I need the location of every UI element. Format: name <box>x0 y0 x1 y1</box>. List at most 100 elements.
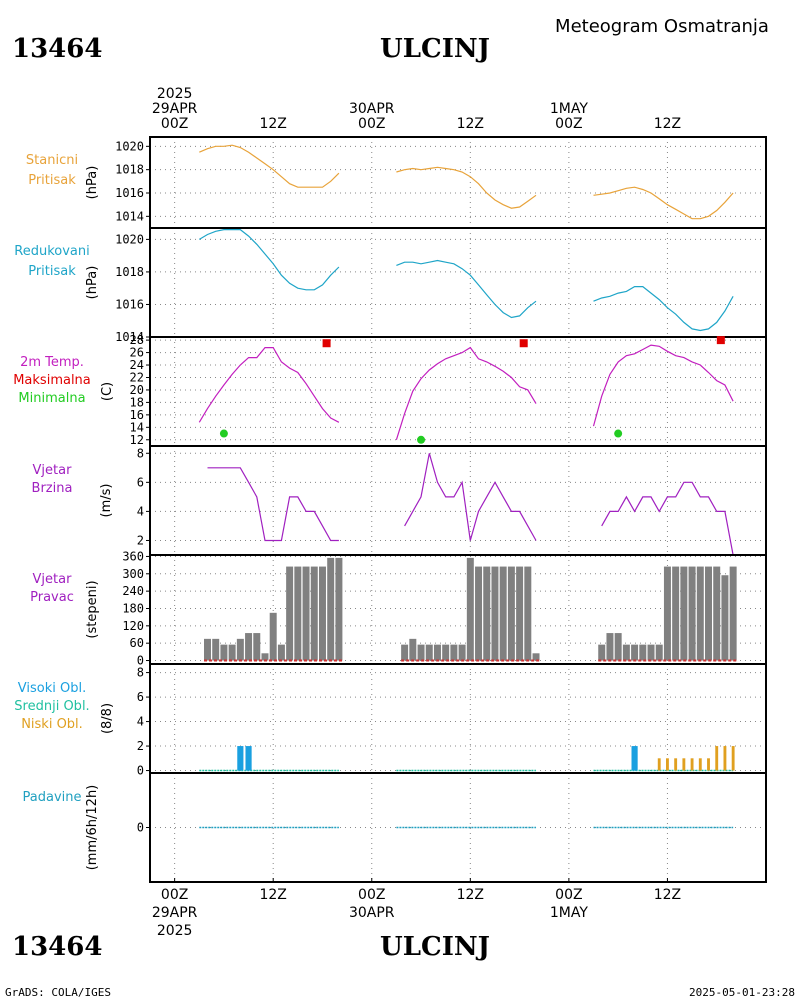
station-name-bottom: ULCINJ <box>380 932 490 962</box>
chart-title: Meteogram Osmatranja <box>555 16 769 37</box>
credit-text: GrADS: COLA/IGES <box>5 986 111 999</box>
y-tick-label: 0 <box>137 821 144 835</box>
y-tick-label: 1016 <box>115 297 144 311</box>
direction-bar <box>335 557 343 661</box>
series-line <box>207 467 339 542</box>
top-time-label: 12Z <box>457 116 484 132</box>
direction-bar <box>524 566 532 661</box>
direction-bar <box>639 644 647 661</box>
y-tick-label: 1016 <box>115 186 144 200</box>
low-cloud-bar <box>682 758 686 771</box>
direction-bar <box>622 644 630 661</box>
direction-bar <box>327 557 335 661</box>
station-name-top: ULCINJ <box>380 34 490 64</box>
panel-label: Brzina <box>32 481 73 496</box>
direction-bar <box>253 633 261 661</box>
y-axis-label: (stepeni) <box>85 580 100 638</box>
panel-label: Niski Obl. <box>21 717 83 732</box>
direction-bar <box>245 633 253 661</box>
panel-label: Pritisak <box>28 173 76 188</box>
y-tick-label: 8 <box>137 446 144 460</box>
panel-reduced_pressure: 1014 1016 1018 1020 Redukovani Pritisak (hPa) <box>14 227 767 344</box>
direction-bar <box>212 638 220 661</box>
y-tick-label: 24 <box>130 358 144 372</box>
direction-bar <box>672 566 680 661</box>
panel-station_pressure: 1014 1016 1018 1020 Stanicni Pritisak (hPa) <box>26 136 767 229</box>
top-time-label: 30APR <box>349 101 395 117</box>
direction-bar <box>417 644 425 661</box>
series-line <box>593 186 734 220</box>
bottom-time-label: 00Z <box>555 887 582 903</box>
series-line <box>593 286 734 332</box>
series-line <box>396 166 537 209</box>
panel-frame <box>149 227 767 338</box>
y-tick-label: 8 <box>137 666 144 680</box>
panel-frame <box>149 445 767 556</box>
y-tick-label: 6 <box>137 690 144 704</box>
direction-bar <box>310 566 318 661</box>
low-cloud-bar <box>707 758 710 771</box>
panel-wind_direction: 0 60 120 180 240 300 360 Vjetar Pravac (stepeni) <box>30 549 767 668</box>
y-tick-label: 60 <box>130 636 144 650</box>
bottom-time-label: 00Z <box>358 887 385 903</box>
y-tick-label: 14 <box>130 420 144 434</box>
panel-label: Stanicni <box>26 153 78 168</box>
y-tick-label: 0 <box>137 764 144 778</box>
temp-max-marker <box>322 339 331 348</box>
y-tick-label: 1018 <box>115 265 144 279</box>
y-axis-label: (8/8) <box>100 703 115 734</box>
direction-bar <box>236 638 244 661</box>
series-line <box>198 347 340 423</box>
high-cloud-bar <box>631 746 638 771</box>
top-time-label: 00Z <box>358 116 385 132</box>
panel-label: Srednji Obl. <box>14 699 89 714</box>
direction-bar <box>442 644 450 661</box>
temp-min-marker <box>417 435 426 444</box>
direction-bar <box>228 644 236 661</box>
low-cloud-bar <box>657 758 661 771</box>
direction-bar <box>204 638 211 661</box>
y-tick-label: 1014 <box>115 209 144 223</box>
temp-max-marker <box>716 336 725 345</box>
low-cloud-bar <box>715 746 719 771</box>
y-tick-label: 300 <box>122 567 144 581</box>
bottom-time-label: 1MAY <box>550 905 588 921</box>
direction-bar <box>458 644 466 661</box>
low-cloud-bar <box>666 758 669 771</box>
bottom-time-label: 2025 <box>157 923 193 939</box>
direction-bar <box>532 653 540 661</box>
direction-bar <box>614 633 622 661</box>
y-tick-label: 120 <box>122 619 144 633</box>
top-time-label: 00Z <box>555 116 582 132</box>
series-line <box>396 259 537 319</box>
direction-bar <box>663 566 671 661</box>
direction-bar <box>696 566 704 661</box>
panel-label: Padavine <box>23 790 82 805</box>
station-id-bottom: 13464 <box>12 932 102 962</box>
y-tick-label: 6 <box>137 475 144 489</box>
direction-bar <box>286 566 294 661</box>
panel-label: Pritisak <box>28 264 76 279</box>
direction-bar <box>409 638 417 661</box>
series-line <box>198 229 340 291</box>
top-time-label: 1MAY <box>550 101 588 117</box>
direction-bar <box>705 566 712 661</box>
direction-bar <box>401 644 409 661</box>
panel-label: Pravac <box>30 590 74 605</box>
series-line <box>592 344 734 427</box>
panel-label: Maksimalna <box>13 373 91 388</box>
direction-bar <box>647 644 655 661</box>
y-tick-label: 2 <box>137 533 144 547</box>
panel-label: Minimalna <box>18 391 85 406</box>
y-axis-label: (hPa) <box>85 166 100 200</box>
panel-frame <box>149 336 767 447</box>
top-time-label: 12Z <box>654 116 681 132</box>
direction-bar <box>680 566 688 661</box>
y-tick-label: 26 <box>130 346 144 360</box>
bottom-time-label: 12Z <box>654 887 681 903</box>
temp-min-marker <box>614 429 623 438</box>
direction-bar <box>491 566 499 661</box>
direction-bar <box>466 557 474 661</box>
